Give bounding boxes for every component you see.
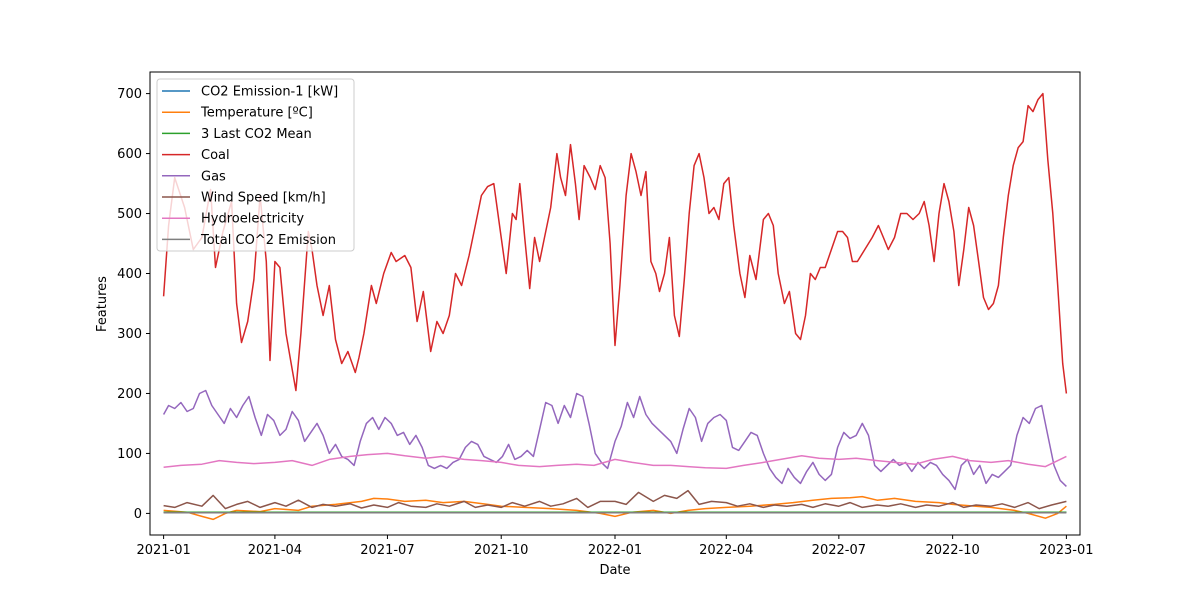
y-tick-label-0: 0	[134, 507, 142, 522]
x-tick-label-7: 2022-10	[925, 543, 979, 558]
legend-label-4: Gas	[201, 169, 226, 184]
x-tick-label-0: 2021-01	[136, 543, 190, 558]
x-tick-label-8: 2023-01	[1039, 543, 1093, 558]
y-axis: 0 100 200 300 400 500 600 700	[117, 87, 150, 522]
x-axis: 2021-01 2021-04 2021-07 2021-10 2022-01 2022-…	[136, 535, 1094, 558]
series-line-6	[163, 452, 1067, 470]
legend-label-1: Temperature [ºC]	[200, 106, 313, 121]
y-tick-label-6: 600	[117, 147, 142, 162]
series-line-1	[163, 495, 1067, 521]
x-axis-title: Date	[599, 563, 630, 578]
legend-label-7: Total CO^2 Emission	[200, 233, 336, 248]
y-axis-title: Features	[95, 276, 110, 332]
series-line-5	[163, 489, 1067, 510]
x-tick-label-4: 2022-01	[588, 543, 642, 558]
y-tick-label-5: 500	[117, 207, 142, 222]
legend-label-0: CO2 Emission-1 [kW]	[201, 85, 338, 100]
legend-label-5: Wind Speed [km/h]	[201, 191, 326, 206]
y-tick-label-4: 400	[117, 267, 142, 282]
legend-label-6: Hydroelectricity	[201, 212, 304, 227]
x-tick-label-5: 2022-04	[699, 543, 753, 558]
y-tick-label-1: 100	[117, 447, 142, 462]
x-tick-label-1: 2021-04	[248, 543, 302, 558]
legend-label-2: 3 Last CO2 Mean	[201, 127, 312, 142]
x-tick-label-2: 2021-07	[360, 543, 414, 558]
y-tick-label-2: 200	[117, 387, 142, 402]
series-layer	[162, 92, 1068, 521]
y-tick-label-3: 300	[117, 327, 142, 342]
legend: CO2 Emission-1 [kW] Temperature [ºC] 3 Las…	[156, 78, 355, 252]
series-line-4	[162, 389, 1067, 491]
legend-box	[156, 78, 355, 252]
series-line-3	[162, 92, 1068, 394]
y-tick-label-7: 700	[117, 87, 142, 102]
legend-label-3: Coal	[201, 148, 230, 163]
x-tick-label-6: 2022-07	[812, 543, 866, 558]
x-tick-label-3: 2021-10	[474, 543, 528, 558]
